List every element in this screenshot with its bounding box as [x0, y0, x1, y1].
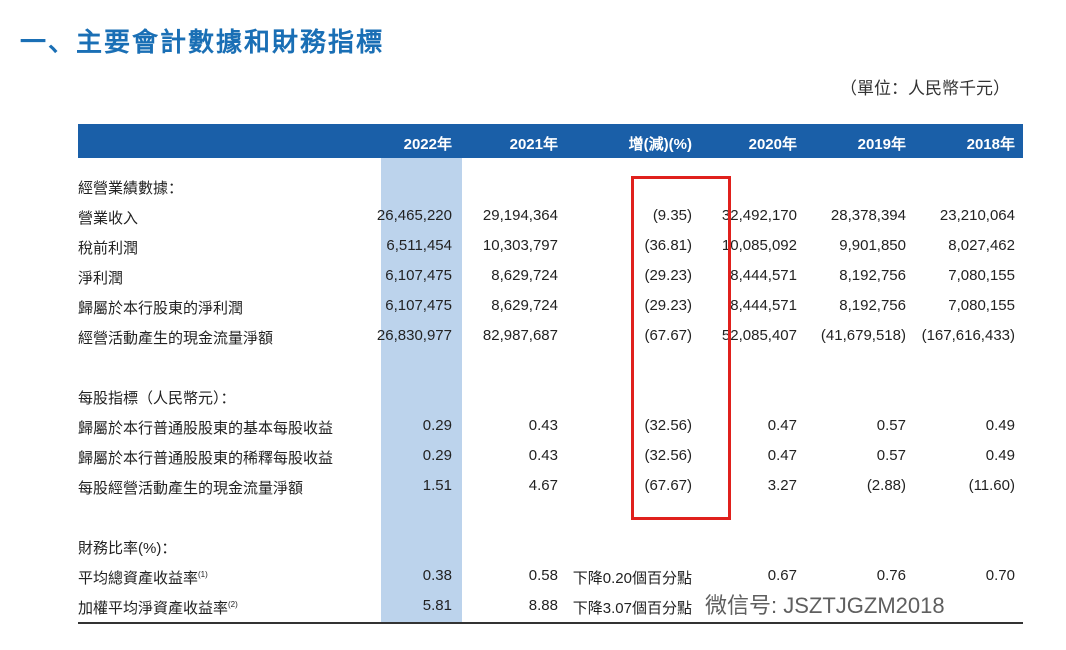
cell: 0.29 [422, 417, 452, 434]
cell: (32.56) [644, 447, 692, 464]
cell: 0.47 [767, 417, 797, 434]
watermark: 微信号: JSZTJGZM2018 [705, 593, 945, 618]
cell: 0.49 [985, 417, 1015, 434]
cell: 10,303,797 [482, 237, 558, 254]
cell: 8,629,724 [491, 297, 558, 314]
cell: 0.29 [422, 447, 452, 464]
cell: 6,107,475 [385, 297, 452, 314]
column-header: 2020年 [748, 136, 797, 153]
cell: 0.43 [528, 447, 558, 464]
cell: (2.88) [866, 477, 906, 494]
cell: 10,085,092 [721, 237, 797, 254]
cell: (36.81) [644, 237, 692, 254]
cell: 8,629,724 [491, 267, 558, 284]
cell: 0.47 [767, 447, 797, 464]
cell: 0.43 [528, 417, 558, 434]
column-header: 增(減)(%) [628, 136, 692, 153]
cell: 0.76 [876, 567, 906, 584]
cell: 6,107,475 [385, 267, 452, 284]
cell: 8,444,571 [730, 297, 797, 314]
row-label: 每股經營活動產生的現金流量淨額 [78, 480, 304, 497]
cell: 8,192,756 [839, 297, 906, 314]
cell: 0.57 [876, 417, 906, 434]
cell: 0.49 [985, 447, 1015, 464]
cell: (67.67) [644, 327, 692, 344]
cell: 8,444,571 [730, 267, 797, 284]
row-label: 歸屬於本行股東的淨利潤 [78, 300, 244, 317]
cell: 8.88 [528, 597, 558, 614]
row-label: 稅前利潤 [78, 240, 139, 257]
cell: (29.23) [644, 297, 692, 314]
title: 一、主要會計數據和財務指標 [20, 27, 385, 57]
row-label: 營業收入 [78, 210, 139, 227]
cell: (9.35) [652, 207, 692, 224]
cell: (167,616,433) [921, 327, 1015, 344]
cell: 下降3.07個百分點 [572, 600, 692, 617]
cell: (11.60) [968, 477, 1015, 494]
cell: (29.23) [644, 267, 692, 284]
cell: 32,492,170 [721, 207, 797, 224]
cell: 8,192,756 [839, 267, 906, 284]
cell: 23,210,064 [939, 207, 1015, 224]
footnote-ref: (2) [228, 600, 238, 609]
cell: 0.57 [876, 447, 906, 464]
cell: 5.81 [422, 597, 452, 614]
cell: 29,194,364 [482, 207, 558, 224]
unit: （單位：人民幣千元） [840, 79, 1010, 98]
cell: (67.67) [644, 477, 692, 494]
cell: 1.51 [422, 477, 452, 494]
row-label: 淨利潤 [78, 270, 124, 287]
column-header: 2021年 [509, 136, 558, 153]
cell: 7,080,155 [948, 297, 1015, 314]
cell: (32.56) [644, 417, 692, 434]
row-label: 歸屬於本行普通股股東的稀釋每股收益 [78, 450, 334, 467]
cell: 下降0.20個百分點 [572, 570, 692, 587]
cell: (41,679,518) [820, 327, 906, 344]
cell: 52,085,407 [721, 327, 797, 344]
cell: 3.27 [767, 477, 797, 494]
cell: 26,830,977 [376, 327, 452, 344]
cell: 9,901,850 [839, 237, 906, 254]
cell: 26,465,220 [376, 207, 452, 224]
section-title: 財務比率(%)： [78, 540, 177, 557]
cell: 82,987,687 [482, 327, 558, 344]
row-label: 經營活動產生的現金流量淨額 [78, 330, 274, 347]
footnote-ref: (1) [198, 570, 208, 579]
cell: 0.38 [422, 567, 452, 584]
cell: 28,378,394 [830, 207, 906, 224]
cell: 4.67 [528, 477, 558, 494]
cell: 8,027,462 [948, 237, 1015, 254]
row-label: 歸屬於本行普通股股東的基本每股收益 [78, 420, 334, 437]
section-title: 經營業績數據： [78, 180, 184, 197]
cell: 0.67 [767, 567, 797, 584]
cell: 7,080,155 [948, 267, 1015, 284]
column-header: 2019年 [857, 136, 906, 153]
cell: 0.58 [528, 567, 558, 584]
cell: 0.70 [985, 567, 1015, 584]
highlight-column [381, 124, 462, 624]
row-label: 平均總資產收益率(1) [78, 570, 208, 587]
red-box [631, 176, 731, 520]
header-bar [78, 124, 1023, 158]
cell: 6,511,454 [386, 237, 452, 254]
column-header: 2018年 [966, 136, 1015, 153]
section-title: 每股指標（人民幣元）： [78, 390, 236, 407]
row-label: 加權平均淨資產收益率(2) [78, 600, 238, 617]
bottom-rule [78, 622, 1023, 624]
column-header: 2022年 [403, 136, 452, 153]
